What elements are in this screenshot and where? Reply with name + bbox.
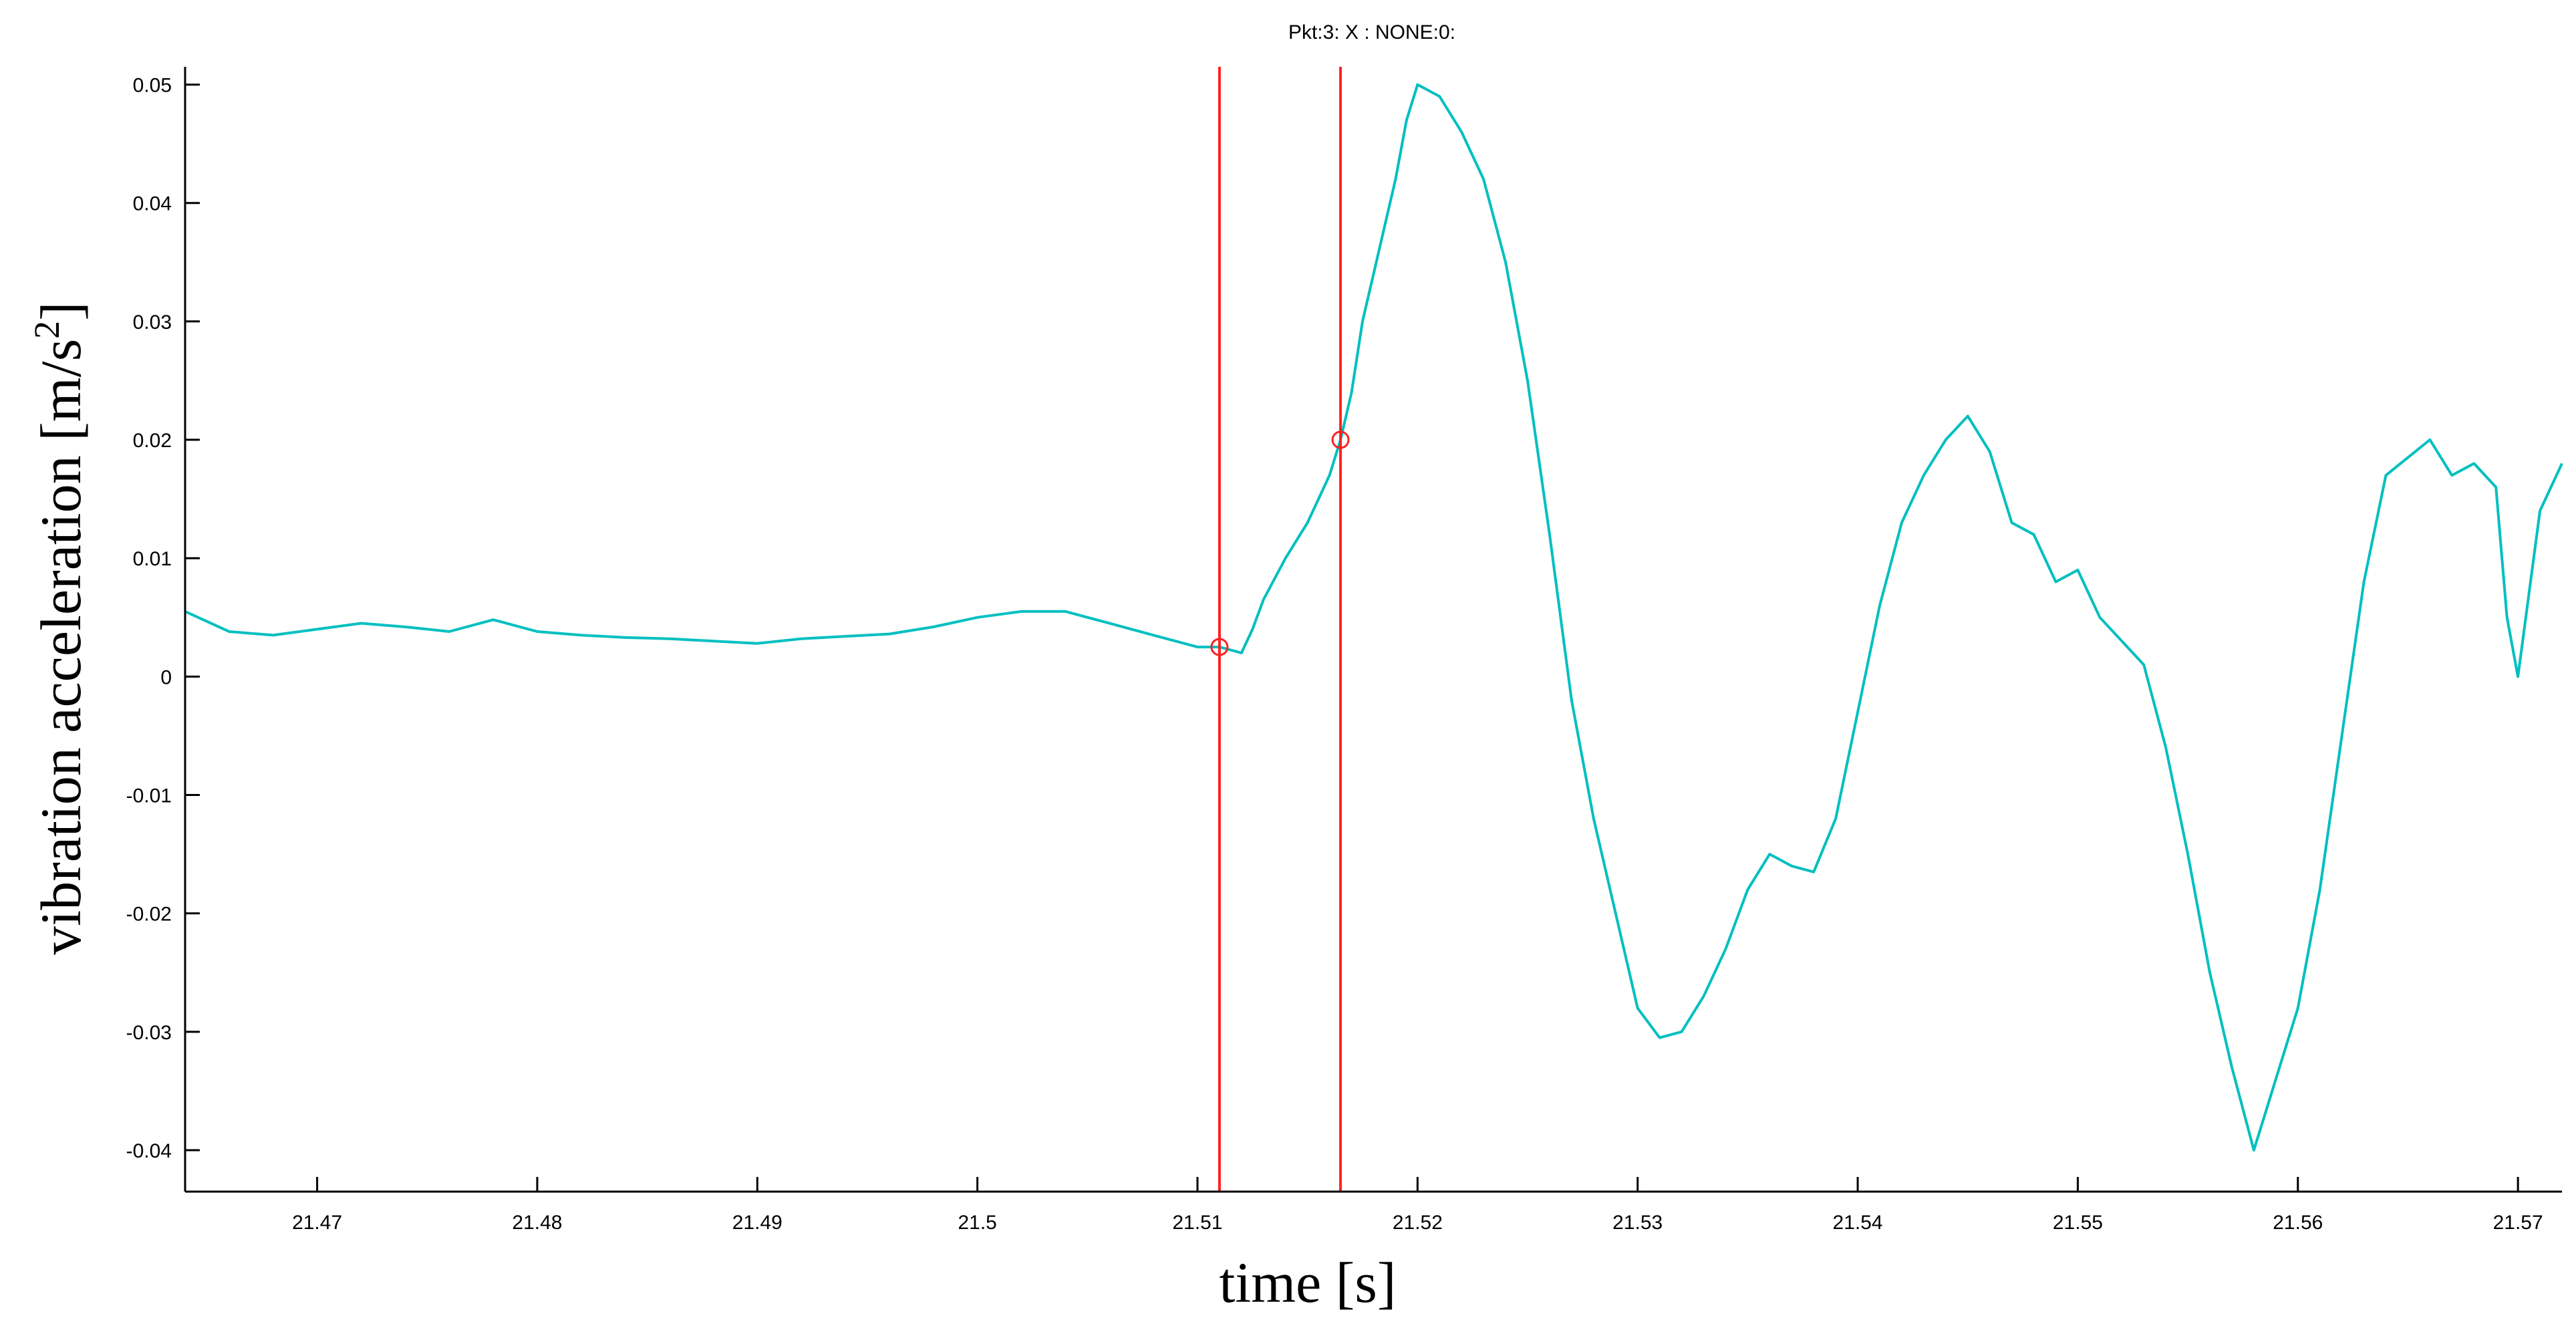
- x-tick-label: 21.53: [1612, 1212, 1663, 1234]
- cursor-marker-0[interactable]: [1210, 638, 1229, 656]
- x-tick-label: 21.47: [292, 1212, 342, 1234]
- x-tick-label: 21.56: [2273, 1212, 2323, 1234]
- cursor-marker-1[interactable]: [1331, 430, 1350, 449]
- chart-title: Pkt:3: X : NONE:0:: [1288, 21, 1455, 43]
- x-tick-label: 21.54: [1833, 1212, 1883, 1234]
- plot-layer: [184, 67, 2563, 1192]
- y-tick-label: 0: [160, 666, 172, 688]
- x-tick-label: 21.55: [2053, 1212, 2103, 1234]
- y-tick-label: -0.02: [126, 904, 172, 926]
- y-axis-label-superscript: 2: [27, 321, 67, 339]
- y-tick-label: 0.02: [133, 430, 172, 452]
- x-axis-label: time [s]: [1219, 1250, 1396, 1315]
- y-axis-label-main: vibration acceleration [m/s: [29, 339, 93, 955]
- x-tick-label: 21.57: [2493, 1212, 2543, 1234]
- y-tick-label: 0.04: [133, 193, 172, 215]
- y-tick-label: -0.01: [126, 785, 172, 807]
- y-tick-label: 0.05: [133, 75, 172, 97]
- y-tick-label: 0.01: [133, 548, 172, 570]
- y-axis-label-end: ]: [29, 301, 93, 321]
- x-tick-label: 21.48: [512, 1212, 562, 1234]
- x-tick-label: 21.49: [732, 1212, 782, 1234]
- y-tick-label: -0.04: [126, 1140, 172, 1162]
- y-tick-label: -0.03: [126, 1022, 172, 1044]
- x-tick-label: 21.5: [958, 1212, 996, 1234]
- ticks-layer: 21.47 21.48 21.49 21.5 21.51 21.52 21.53 21.54 2…: [126, 75, 2543, 1234]
- y-axis-label: vibration acceleration [m/s2]: [27, 301, 93, 954]
- y-tick-label: 0.03: [133, 311, 172, 333]
- x-tick-label: 21.52: [1393, 1212, 1443, 1234]
- series-line-0: [184, 83, 2563, 1152]
- x-tick-label: 21.51: [1172, 1212, 1222, 1234]
